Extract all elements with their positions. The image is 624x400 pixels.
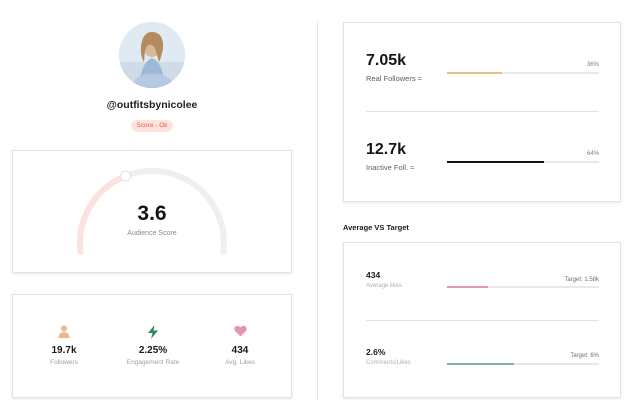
audience-score-label: Audience Score [127, 230, 177, 237]
real-followers-label: Real Followers ≈ [366, 74, 422, 83]
average-likes-label: Average likes [366, 283, 402, 289]
profile-avatar [119, 22, 185, 88]
lightning-icon [148, 325, 158, 339]
average-likes-target: Target: 1.58k [564, 277, 599, 283]
real-followers-bar [447, 72, 599, 74]
real-followers-value: 7.05k [366, 52, 407, 69]
stat-label: Engagement Rate [126, 359, 180, 366]
avg-vs-target-card: 434 Average likes Target: 1.58k 2.6% Com… [343, 242, 621, 398]
stat-engagement-rate: 2.25% Engagement Rate [108, 325, 198, 366]
inactive-followers-bar [447, 161, 599, 163]
comments-likes-target: Target: 6% [570, 353, 599, 359]
comments-likes-bar [447, 363, 599, 365]
inactive-followers-value: 12.7k [366, 141, 407, 158]
heart-icon [233, 325, 247, 337]
inactive-followers-bar-fill [447, 161, 545, 163]
average-likes-bar [447, 286, 599, 288]
comments-likes-label: Comments/Likes [366, 360, 411, 366]
stat-label: Followers [50, 359, 78, 366]
followers-breakdown-card: 7.05k Real Followers ≈ 36% 12.7k Inactiv… [343, 22, 621, 202]
comments-likes-value: 2.6% [366, 347, 386, 357]
real-followers-percent: 36% [586, 62, 599, 68]
average-likes-bar-fill [447, 286, 489, 288]
person-icon [58, 325, 70, 338]
comments-likes-bar-fill [447, 363, 514, 365]
score-status-badge: Score - Ok [131, 120, 173, 132]
inactive-followers-label: Inactive Foll. ≈ [366, 163, 415, 172]
audience-score-card: 3.6 Audience Score [12, 150, 292, 273]
audience-score-value: 3.6 [137, 202, 167, 225]
real-followers-bar-fill [447, 72, 502, 74]
column-divider [317, 22, 318, 400]
stat-value: 19.7k [51, 345, 77, 356]
stat-value: 434 [231, 345, 249, 356]
card-divider [366, 111, 599, 112]
card-divider [366, 320, 599, 321]
audience-score-gauge [77, 168, 227, 256]
stat-label: Avg. Likes [225, 359, 255, 366]
stats-card: 19.7k Followers 2.25% Engagement Rate 43… [12, 294, 292, 398]
average-likes-value: 434 [366, 270, 381, 280]
stat-followers: 19.7k Followers [19, 325, 109, 366]
stat-value: 2.25% [138, 345, 168, 356]
inactive-followers-percent: 64% [586, 151, 599, 157]
stat-avg-likes: 434 Avg. Likes [195, 325, 285, 366]
profile-handle: @outfitsbynicolee [106, 99, 198, 111]
avg-vs-target-title: Average VS Target [343, 223, 409, 232]
